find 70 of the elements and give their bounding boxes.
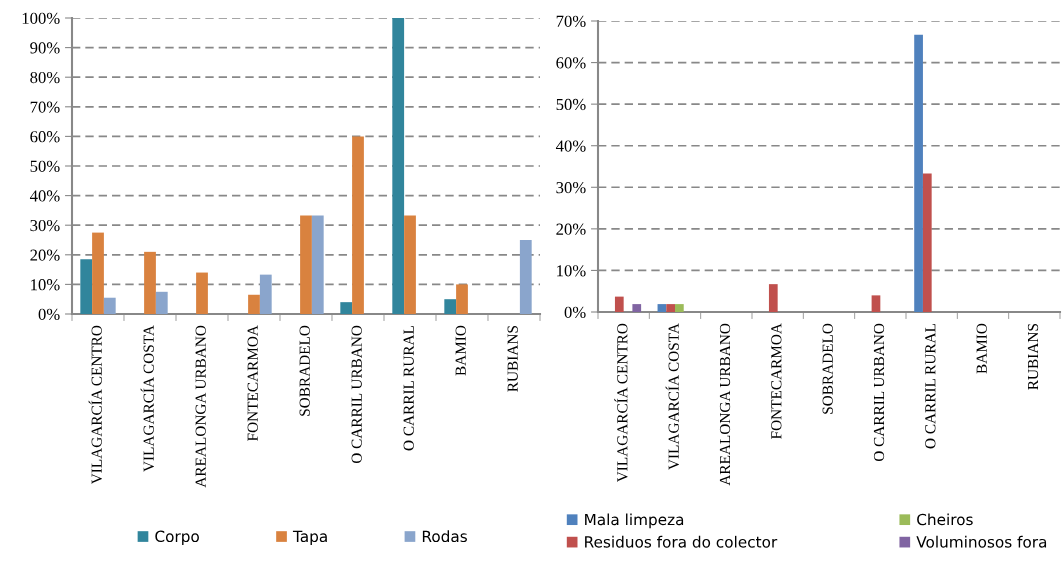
bar [92, 232, 104, 314]
bar [248, 294, 260, 314]
y-tick-label: 10% [557, 265, 586, 277]
x-tick-label: O CARRIL RURAL [925, 324, 936, 449]
x-tick-label: O CARRIL URBANO [351, 325, 362, 464]
bar [80, 259, 93, 314]
bar [768, 284, 778, 312]
y-tick-label: 100% [22, 12, 60, 24]
x-tick-label: AREALONGA URBANO [195, 325, 206, 488]
bar [300, 215, 312, 314]
x-tick-label: FONTECARMOA [771, 323, 782, 439]
y-tick-label: 90% [30, 42, 60, 54]
y-tick-label: 20% [556, 223, 586, 235]
bar [259, 274, 272, 314]
bar [456, 284, 468, 314]
legend-label: Voluminosos fora [916, 535, 1047, 548]
y-tick-label: 0% [564, 306, 586, 318]
x-tick-label: RUBIANS [1027, 324, 1039, 390]
bar [155, 291, 168, 314]
bar [666, 304, 675, 312]
y-tick-label: 30% [556, 181, 586, 194]
y-tick-label: 60% [30, 131, 60, 143]
x-tick-label: VILAGARCÍA COSTA [140, 325, 154, 472]
y-tick-label: 70% [30, 101, 60, 113]
legend-label: Corpo [155, 530, 199, 546]
bar [444, 299, 457, 314]
y-tick-label: 30% [30, 219, 60, 232]
bar [352, 136, 364, 314]
x-tick-label: O CARRIL URBANO [873, 323, 885, 462]
bar [404, 215, 416, 314]
legend-label: Residuos fora do colector [585, 535, 778, 548]
y-tick-label: 40% [29, 190, 60, 202]
legend-label: Mala limpeza [585, 513, 684, 529]
bar [340, 302, 353, 314]
bar [657, 304, 667, 312]
bar [675, 304, 684, 312]
bar [392, 18, 405, 314]
y-tick-label: 60% [556, 57, 586, 69]
x-tick-label: VILAGARCÍA COSTA [665, 323, 679, 470]
x-tick-label: BAMIO [976, 323, 987, 374]
y-tick-label: 40% [555, 140, 586, 152]
x-tick-label: AREALONGA URBANO [719, 323, 731, 486]
bar [922, 173, 932, 312]
x-tick-label: O CARRIL RURAL [403, 326, 414, 451]
legend-label: Tapa [292, 530, 327, 546]
x-tick-label: RUBIANS [507, 326, 518, 392]
x-tick-label: VILAGARCÍA CENTRO [88, 325, 102, 485]
bar [632, 304, 642, 312]
legend-label: Rodas [422, 530, 467, 543]
bar [311, 215, 324, 314]
y-tick-label: 20% [30, 249, 60, 261]
bar [144, 251, 156, 314]
bar [614, 296, 624, 312]
y-tick-label: 10% [31, 279, 60, 291]
y-tick-label: 50% [30, 160, 60, 172]
x-tick-label: FONTECARMOA [247, 325, 258, 441]
y-tick-label: 50% [556, 98, 586, 111]
bar [103, 297, 116, 314]
bar [914, 34, 923, 312]
bar [519, 240, 532, 314]
x-tick-label: VILAGARCÍA CENTRO [614, 323, 628, 483]
bar [196, 272, 208, 314]
bar [871, 295, 881, 312]
y-tick-label: 0% [38, 308, 60, 320]
x-tick-label: BAMIO [455, 325, 466, 376]
x-tick-label: SOBRADELO [299, 325, 310, 416]
legend-label: Cheiros [917, 513, 973, 526]
y-tick-label: 80% [30, 71, 60, 84]
y-tick-label: 70% [556, 15, 586, 27]
x-tick-label: SOBRADELO [822, 323, 833, 414]
